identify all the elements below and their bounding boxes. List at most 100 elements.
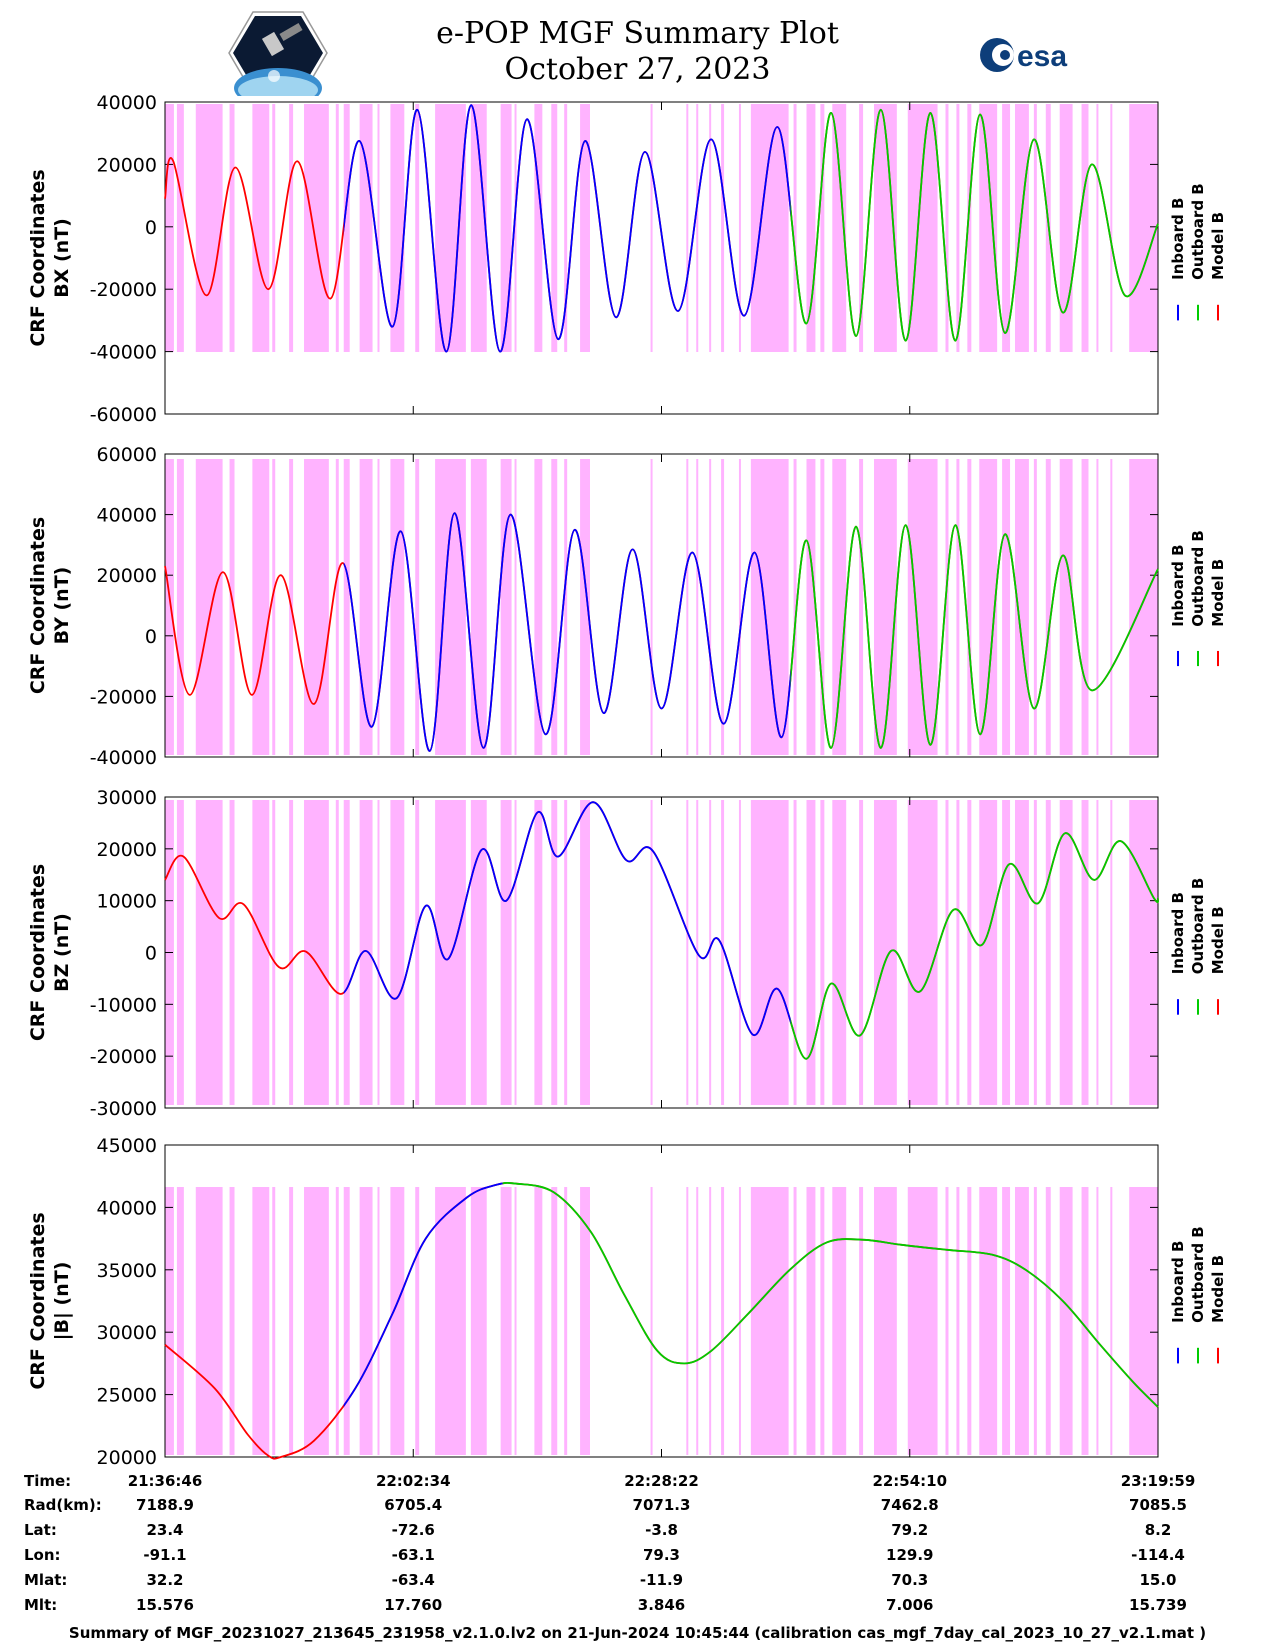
- y-tick-label: 60000: [97, 444, 157, 466]
- info-value: 70.3: [891, 1571, 929, 1589]
- shaded-band: [343, 1187, 350, 1455]
- shaded-band: [289, 104, 294, 352]
- shaded-band: [1081, 800, 1089, 1105]
- info-value: 79.2: [891, 1521, 929, 1539]
- shaded-band: [874, 104, 897, 352]
- shaded-band: [564, 459, 568, 755]
- shaded-band: [874, 459, 897, 755]
- shaded-band: [945, 104, 949, 352]
- y-tick-label: 40000: [97, 505, 157, 527]
- y-tick-label: 20000: [97, 839, 157, 861]
- shaded-band: [564, 1187, 568, 1455]
- shaded-band: [738, 800, 741, 1105]
- shaded-band: [793, 800, 797, 1105]
- y-tick-label: -20000: [90, 1046, 157, 1068]
- shaded-band: [1081, 1187, 1089, 1455]
- info-value: 22:28:22: [624, 1472, 699, 1490]
- info-value: 23:19:59: [1120, 1472, 1196, 1490]
- y-tick-label: 30000: [97, 787, 157, 809]
- info-value: 7.006: [886, 1596, 934, 1614]
- shaded-band: [1002, 800, 1011, 1105]
- legend-label: Outboard B: [1189, 530, 1207, 627]
- info-value: 79.3: [642, 1546, 680, 1564]
- shaded-band: [500, 104, 512, 352]
- shaded-band: [390, 1187, 405, 1455]
- shaded-bands: [165, 459, 1158, 755]
- info-row-mlt: Mlt: 15.576 17.760 3.846 7.006 15.739: [0, 1596, 1275, 1618]
- info-value: 22:02:34: [375, 1472, 451, 1490]
- shaded-band: [1129, 104, 1158, 352]
- info-label: Time:: [24, 1472, 72, 1490]
- shaded-band: [176, 1187, 184, 1455]
- info-label: Lat:: [24, 1521, 57, 1539]
- shaded-band: [195, 459, 223, 755]
- shaded-band: [820, 104, 825, 352]
- shaded-band: [1059, 1187, 1073, 1455]
- y-tick-label: -20000: [90, 686, 157, 708]
- shaded-band: [738, 459, 741, 755]
- shaded-band: [1002, 459, 1011, 755]
- shaded-bands: [165, 800, 1158, 1105]
- y-tick-label: 20000: [97, 1447, 157, 1469]
- shaded-band: [289, 800, 294, 1105]
- shaded-band: [709, 800, 712, 1105]
- inboard-b-line: [343, 104, 791, 353]
- plot-title: e-POP MGF Summary Plot: [436, 16, 839, 51]
- shaded-band: [806, 459, 816, 755]
- y-tick-label: 10000: [97, 891, 157, 913]
- shaded-band: [359, 1187, 373, 1455]
- shaded-band: [1110, 104, 1113, 352]
- shaded-band: [1045, 1187, 1051, 1455]
- y-tick-label: -60000: [90, 404, 157, 426]
- shaded-band: [229, 1187, 235, 1455]
- shaded-band: [945, 459, 949, 755]
- shaded-band: [1096, 104, 1099, 352]
- info-value: 7085.5: [1129, 1496, 1187, 1514]
- y-tick-label: 40000: [97, 92, 157, 114]
- shaded-band: [832, 459, 847, 755]
- shaded-band: [979, 104, 998, 352]
- shaded-band: [1015, 459, 1029, 755]
- shaded-band: [686, 459, 689, 755]
- shaded-band: [359, 800, 373, 1105]
- shaded-band: [304, 459, 329, 755]
- shaded-band: [750, 800, 789, 1105]
- shaded-band: [514, 459, 517, 755]
- shaded-band: [564, 800, 568, 1105]
- y-tick-label: -10000: [90, 994, 157, 1016]
- shaded-band: [1096, 1187, 1099, 1455]
- legend: Inboard B Outboard B Model B: [1169, 183, 1227, 321]
- shaded-band: [696, 104, 699, 352]
- shaded-band: [272, 459, 276, 755]
- shaded-band: [343, 459, 350, 755]
- shaded-band: [696, 459, 699, 755]
- shaded-band: [738, 104, 741, 352]
- y-tick-label: -30000: [90, 1098, 157, 1120]
- shaded-band: [359, 104, 373, 352]
- shaded-band: [650, 800, 653, 1105]
- y-tick-label: 35000: [97, 1260, 157, 1282]
- shaded-band: [470, 459, 487, 755]
- shaded-band: [650, 104, 653, 352]
- shaded-band: [435, 1187, 466, 1455]
- shaded-band: [551, 459, 558, 755]
- shaded-band: [514, 1187, 517, 1455]
- shaded-band: [1129, 459, 1158, 755]
- shaded-band: [686, 104, 689, 352]
- info-value: 22:54:10: [872, 1472, 948, 1490]
- y-axis-label: CRF Coordinates: [27, 517, 49, 694]
- shaded-bands: [165, 104, 1158, 352]
- shaded-band: [377, 1187, 380, 1455]
- shaded-band: [272, 1187, 276, 1455]
- shaded-band: [470, 800, 487, 1105]
- info-value: -114.4: [1131, 1546, 1185, 1564]
- info-value: 17.760: [384, 1596, 443, 1614]
- y-axis-unit-label: BX (nT): [51, 218, 73, 298]
- shaded-band: [252, 459, 270, 755]
- info-row-lon: Lon: -91.1 -63.1 79.3 129.9 -114.4: [0, 1546, 1275, 1568]
- info-value: 129.9: [886, 1546, 934, 1564]
- shaded-band: [859, 800, 864, 1105]
- shaded-bands: [165, 1187, 1158, 1455]
- shaded-band: [470, 1187, 487, 1455]
